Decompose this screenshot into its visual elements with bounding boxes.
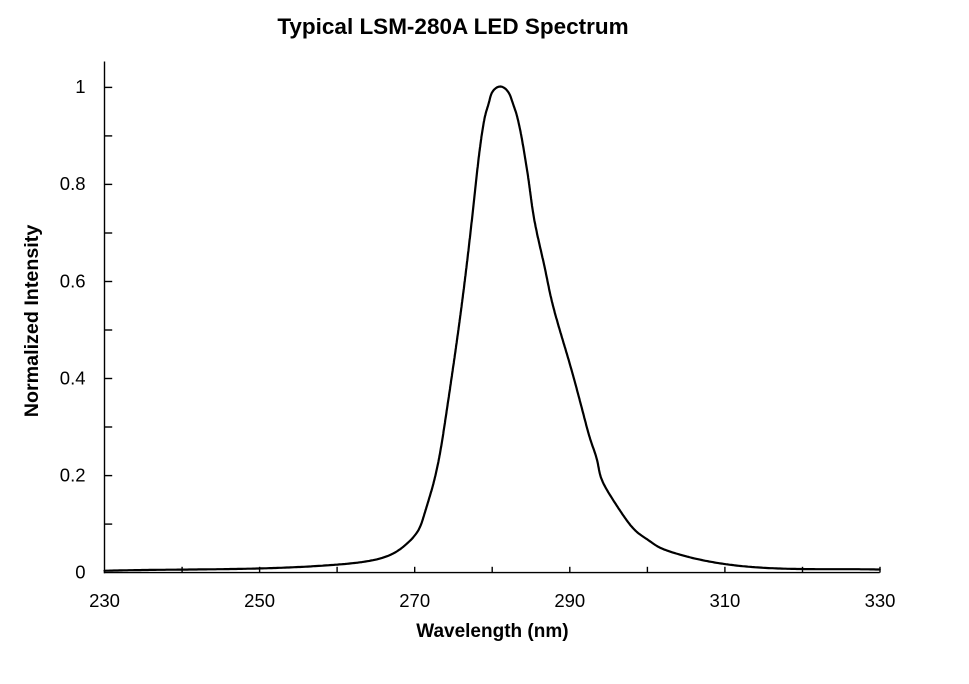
svg-text:0.4: 0.4 [60,367,86,388]
svg-text:230: 230 [89,590,120,611]
svg-text:0.8: 0.8 [60,173,86,194]
svg-text:330: 330 [865,590,896,611]
svg-text:0.6: 0.6 [60,270,86,291]
svg-text:290: 290 [554,590,585,611]
svg-text:0: 0 [75,561,85,582]
svg-text:310: 310 [709,590,740,611]
svg-text:Wavelength (nm): Wavelength (nm) [416,621,568,642]
svg-text:250: 250 [244,590,275,611]
svg-text:270: 270 [399,590,430,611]
svg-text:1: 1 [75,76,85,97]
svg-text:Normalized Intensity: Normalized Intensity [21,225,43,418]
svg-text:Typical LSM-280A LED Spectrum: Typical LSM-280A LED Spectrum [277,14,628,39]
svg-text:0.2: 0.2 [60,464,86,485]
